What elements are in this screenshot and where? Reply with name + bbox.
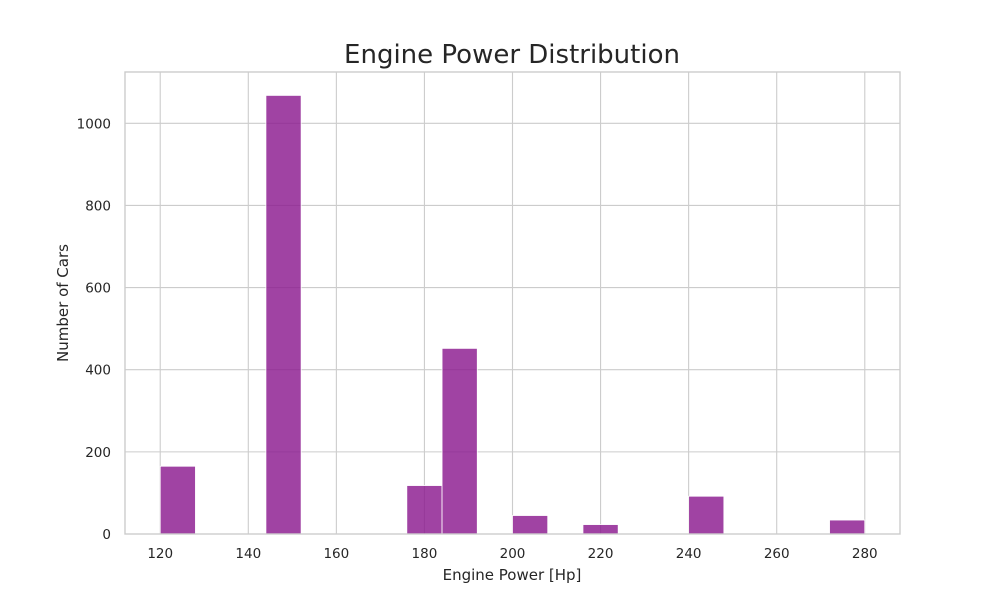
y-tick-label: 1000 xyxy=(77,116,111,132)
histogram-bar xyxy=(159,465,196,535)
x-tick-label: 220 xyxy=(588,546,614,562)
x-tick-label: 140 xyxy=(235,546,261,562)
histogram-bar xyxy=(829,519,866,535)
x-tick-label: 120 xyxy=(147,546,173,562)
y-axis-label: Number of Cars xyxy=(54,244,72,362)
x-tick-label: 200 xyxy=(500,546,526,562)
x-tick-label: 280 xyxy=(852,546,878,562)
y-tick-label: 0 xyxy=(102,527,111,543)
y-tick-label: 200 xyxy=(85,445,111,461)
y-tick-label: 400 xyxy=(85,363,111,379)
histogram-bar xyxy=(441,347,478,535)
grid-layer xyxy=(125,72,900,535)
x-tick-label: 240 xyxy=(676,546,702,562)
histogram-bar xyxy=(265,95,302,535)
y-tick-label: 800 xyxy=(85,198,111,214)
x-tick-label: 260 xyxy=(764,546,790,562)
x-axis-label: Engine Power [Hp] xyxy=(443,566,582,584)
ticks-layer: 120 140 160 180 200 220 240 260 280 0 200 400 600 800… xyxy=(77,116,878,562)
y-tick-label: 600 xyxy=(85,281,111,297)
bars-layer xyxy=(159,95,866,535)
histogram-bar xyxy=(512,515,549,535)
histogram-bar xyxy=(582,524,619,535)
plot-frame xyxy=(124,71,901,535)
x-tick-label: 160 xyxy=(323,546,349,562)
histogram-bar xyxy=(406,485,443,535)
x-tick-label: 180 xyxy=(412,546,438,562)
chart-title: Engine Power Distribution xyxy=(344,40,680,70)
histogram-bar xyxy=(688,495,725,535)
